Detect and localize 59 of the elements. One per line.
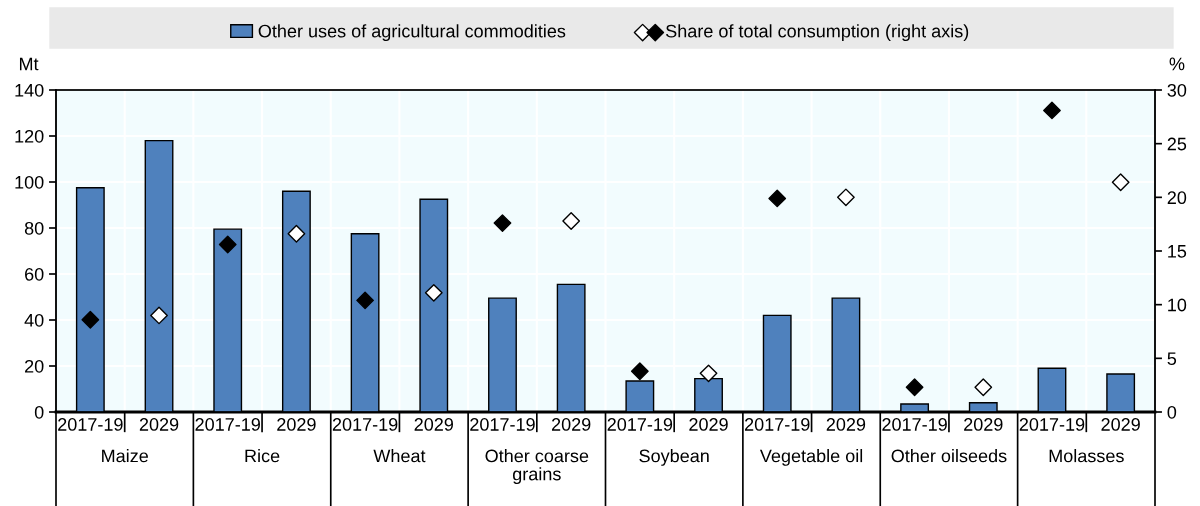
point [81,310,100,329]
x-tick-label: 2029 [139,418,179,431]
point [974,378,993,397]
x-tick-label: 2017-19 [1019,418,1085,431]
text: Other coarse grains [485,449,589,484]
x-tick-label: 2017-19 [195,418,260,431]
y2-tick-label: 5 [1167,352,1177,366]
point [424,283,443,302]
y-tick-label: 40 [24,313,44,327]
y-tick-label: 140 [15,83,44,97]
point [287,224,306,243]
x-tick-label: 2029 [1101,418,1140,431]
point [493,214,512,233]
point [356,291,375,310]
x-tick-label: 2029 [551,418,591,431]
x-tick-label: 2017-19 [470,418,535,431]
y-tick-label: 120 [15,129,44,143]
y-tick-label: 0 [34,405,44,419]
text: Other oilseeds [891,449,1007,463]
point [905,378,924,397]
y-axis-title: Mt [19,57,39,71]
legend-label: Other uses of agricultural commodities [258,24,566,42]
x-tick-label: 2017-19 [332,418,398,431]
y2-axis-title: % [1169,57,1185,71]
point [836,188,855,207]
y2-tick-label: 0 [1167,405,1177,419]
y-tick-label: 20 [25,359,44,373]
y2-tick-label: 10 [1168,298,1187,312]
point [1043,101,1061,120]
text: Vegetable oil [759,449,863,466]
point [218,235,237,254]
y-tick-label: 60 [25,267,44,281]
x-tick-label: 2017-19 [58,418,123,431]
x-tick-label: 2029 [277,418,316,431]
y-tick-label: 100 [15,175,44,189]
x-tick-label: 2029 [414,418,454,431]
point [1111,173,1130,192]
text: Rice [245,449,280,463]
point [699,364,718,383]
x-tick-label: 2017-19 [745,418,810,431]
x-tick-label: 2017-19 [882,418,947,431]
point [562,212,581,230]
text: Soybean [639,449,709,466]
y2-tick-label: 25 [1167,137,1187,151]
point [768,189,787,208]
point [150,306,168,325]
x-tick-label: 2017-19 [607,418,673,431]
legend-label: Share of total consumption (right axis) [666,24,969,42]
text: Wheat [373,449,426,463]
x-tick-label: 2029 [826,418,866,431]
y2-tick-label: 15 [1168,245,1187,258]
x-tick-label: 2029 [689,418,728,431]
x-tick-label: 2029 [964,418,1003,431]
text: Maize [102,449,148,463]
y2-tick-label: 20 [1167,191,1187,205]
y-tick-label: 80 [24,221,44,235]
point [630,362,649,381]
text: Molasses [1049,449,1124,463]
y2-tick-label: 30 [1167,83,1187,97]
